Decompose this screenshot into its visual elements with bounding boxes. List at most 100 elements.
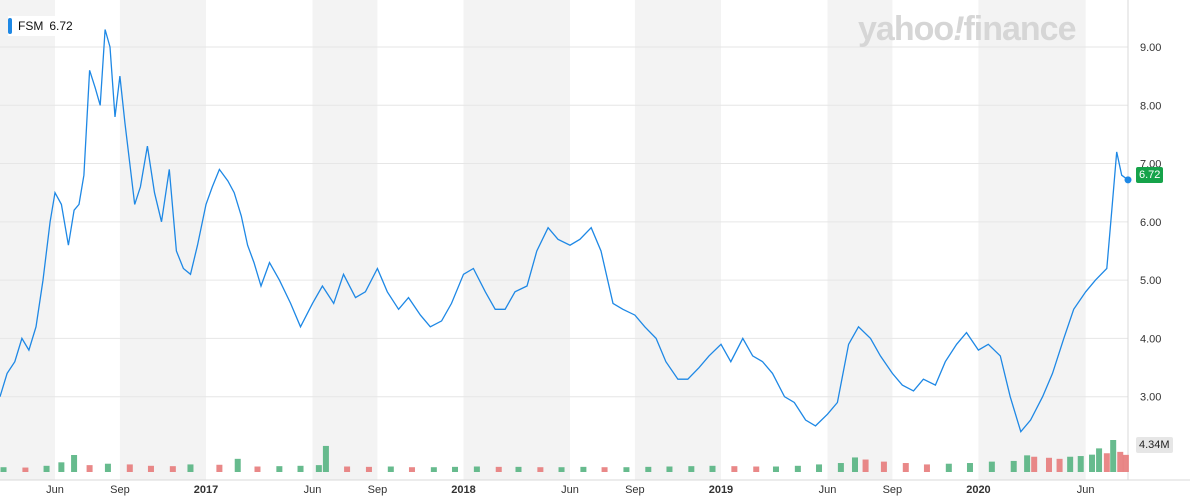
volume-bar [387, 466, 394, 472]
x-tick-label: 2017 [194, 484, 218, 496]
brand-logo: yahoo!finance [858, 10, 1077, 49]
x-tick-label: Sep [368, 484, 388, 496]
volume-bar [1089, 454, 1096, 472]
volume-bar [126, 464, 133, 472]
price-gridlines [0, 0, 1190, 481]
volume-bar [58, 462, 65, 472]
volume-bar [923, 464, 930, 472]
volume-bar [623, 467, 630, 472]
volume-bar [408, 467, 415, 472]
volume-bar [234, 458, 241, 472]
period-band [827, 0, 893, 480]
volume-bar [1031, 456, 1038, 472]
volume-bar [731, 466, 738, 472]
volume-bar [988, 461, 995, 472]
price-line [0, 29, 1129, 434]
last-price-marker [1124, 176, 1132, 184]
volume-bar [666, 466, 673, 472]
x-tick-label: Jun [304, 484, 322, 496]
volume-bar [1024, 455, 1031, 472]
x-tick-label: Jun [1077, 484, 1095, 496]
x-tick-label: Sep [625, 484, 645, 496]
volume-bar [71, 455, 78, 472]
brand-part2: finance [963, 10, 1076, 48]
volume-bar [254, 466, 261, 472]
period-band [0, 0, 56, 480]
volume-bar [365, 466, 372, 472]
period-band [978, 0, 1086, 480]
volume-bar [851, 457, 858, 472]
period-band [312, 0, 378, 480]
y-tick-label: 8.00 [1140, 100, 1161, 112]
volume-bar [430, 467, 437, 472]
y-axis-ticks: 9.008.007.006.005.004.003.00 [1140, 42, 1161, 404]
ticker-chip[interactable]: FSM 6.72 [8, 16, 73, 36]
volume-bar [322, 445, 329, 472]
x-tick-label: 2018 [451, 484, 475, 496]
volume-bar [495, 466, 502, 472]
series-color-swatch [8, 18, 12, 34]
volume-bar [344, 466, 351, 472]
volume-bar [22, 467, 29, 472]
volume-bar [837, 463, 844, 472]
volume-bar [86, 465, 93, 472]
volume-bar [816, 464, 823, 472]
volume-bar [794, 465, 801, 472]
volume-bar [1096, 448, 1103, 472]
x-tick-label: 2020 [966, 484, 990, 496]
volume-bar [645, 466, 652, 472]
volume-bar [147, 465, 154, 472]
volume-bar [537, 467, 544, 472]
volume-bar [601, 467, 608, 472]
x-tick-label: Sep [110, 484, 130, 496]
volume-bar [187, 464, 194, 472]
ticker-last-price: 6.72 [49, 19, 73, 33]
volume-bar [452, 466, 459, 472]
x-axis-ticks: Jun Sep 2017 Jun Sep 2018 Jun Sep 2019 Jun Sep 2020… [46, 484, 1094, 496]
volume-bar [0, 467, 7, 472]
y-tick-label: 6.00 [1140, 217, 1161, 229]
volume-bar [104, 463, 111, 472]
x-tick-label: Sep [883, 484, 903, 496]
volume-bar [945, 463, 952, 472]
y-tick-label: 5.00 [1140, 275, 1161, 287]
volume-bar [1110, 440, 1117, 472]
volume-bar [558, 467, 565, 472]
volume-bar [1077, 456, 1084, 472]
volume-bar [1056, 458, 1063, 472]
period-bands [0, 0, 1086, 480]
volume-bar [216, 464, 223, 472]
period-band [634, 0, 721, 480]
brand-slash: ! [953, 10, 964, 48]
x-tick-label: Jun [46, 484, 64, 496]
volume-bar [772, 466, 779, 472]
ticker-symbol: FSM [18, 19, 44, 33]
volume-bar [169, 466, 176, 472]
volume-bars [0, 440, 1129, 472]
x-tick-label: 2019 [709, 484, 733, 496]
y-tick-label: 4.00 [1140, 333, 1161, 345]
current-volume-tag: 4.34M [1136, 437, 1173, 453]
volume-bar [1067, 456, 1074, 472]
volume-bar [315, 465, 322, 472]
price-series [0, 29, 1132, 434]
volume-bar [902, 463, 909, 472]
brand-part1: yahoo [858, 10, 954, 48]
volume-bar [966, 463, 973, 472]
period-band [463, 0, 570, 480]
volume-bar [862, 459, 869, 472]
period-band [119, 0, 206, 480]
volume-bar [1103, 453, 1110, 472]
volume-bar [709, 465, 716, 472]
volume-bar [1122, 454, 1129, 472]
x-tick-label: Jun [561, 484, 579, 496]
volume-bar [473, 466, 480, 472]
volume-bar [880, 461, 887, 472]
volume-bar [43, 465, 50, 472]
volume-bar [1045, 457, 1052, 472]
x-tick-label: Jun [819, 484, 837, 496]
volume-bar [1117, 451, 1124, 472]
y-tick-label: 3.00 [1140, 392, 1161, 404]
volume-bar [688, 466, 695, 472]
